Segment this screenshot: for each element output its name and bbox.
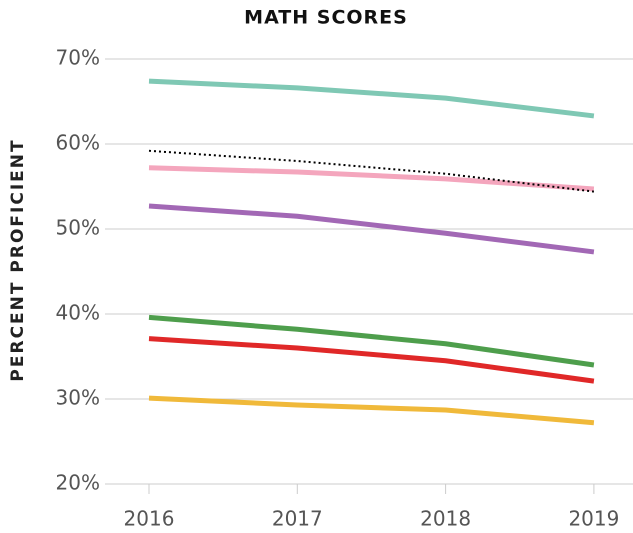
y-tick-label: 50%	[56, 216, 100, 240]
y-tick-label: 40%	[56, 301, 100, 325]
series-line	[148, 336, 595, 384]
chart-title: MATH SCORES	[244, 7, 408, 29]
x-tick-label: 2019	[568, 507, 619, 531]
x-tick-label: 2017	[272, 507, 323, 531]
y-tick-label: 70%	[56, 46, 100, 70]
x-tick-label: 2018	[420, 507, 471, 531]
series-line	[148, 165, 595, 192]
x-tick-label: 2016	[124, 507, 175, 531]
series-line	[148, 395, 595, 426]
y-tick-label: 30%	[56, 386, 100, 410]
y-axis-label: PERCENT PROFICIENT	[8, 138, 28, 381]
series-line	[148, 314, 595, 368]
y-tick-label: 20%	[56, 471, 100, 495]
y-tick-label: 60%	[56, 131, 100, 155]
series-line	[148, 78, 595, 119]
series-line	[148, 203, 595, 255]
